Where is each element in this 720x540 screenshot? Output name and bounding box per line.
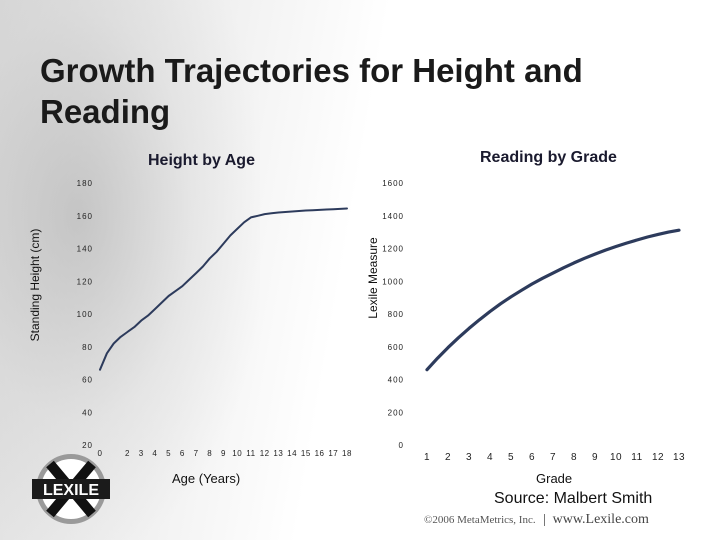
right-x-tick-label: 5 [508, 452, 514, 463]
right-y-tick-label: 0 [399, 441, 404, 450]
right-chart-title: Reading by Grade [480, 149, 617, 166]
lexile-logo: LEXILE [32, 454, 110, 524]
right-x-tick-label: 6 [529, 452, 535, 463]
left-x-tick-label: 6 [180, 449, 185, 458]
right-x-tick-label: 8 [571, 452, 577, 463]
slide-title: Growth Trajectories for Height and Readi… [40, 52, 583, 130]
left-x-tick-label: 17 [328, 449, 338, 458]
left-x-tick-label: 9 [221, 449, 226, 458]
left-x-tick-label: 5 [166, 449, 171, 458]
right-x-tick-label: 11 [631, 452, 642, 463]
left-x-tick-label: 0 [98, 449, 103, 458]
left-x-tick-label: 15 [301, 449, 311, 458]
right-x-tick-label: 4 [487, 452, 493, 463]
source-note: Source: Malbert Smith [494, 490, 653, 507]
left-y-tick-label: 60 [82, 376, 93, 385]
right-series-line [425, 228, 681, 372]
left-x-tick-label: 18 [342, 449, 352, 458]
left-y-tick-label: 180 [77, 179, 93, 188]
right-y-tick-label: 1200 [382, 245, 404, 254]
left-x-tick-label: 13 [273, 449, 283, 458]
right-y-tick-label: 400 [388, 376, 404, 385]
left-y-tick-label: 80 [82, 343, 93, 352]
right-y-tick-label: 1600 [382, 179, 404, 188]
right-x-tick-label: 1 [424, 452, 430, 463]
right-x-tick-label: 12 [652, 452, 664, 463]
right-x-tick-label: 13 [673, 452, 685, 463]
right-chart-x-axis-label: Grade [536, 471, 573, 486]
right-y-tick-label: 1000 [382, 277, 404, 286]
footer-site: www.Lexile.com [552, 512, 649, 527]
left-x-tick-label: 3 [139, 449, 144, 458]
right-y-tick-label: 1400 [382, 212, 404, 221]
left-x-tick-label: 12 [260, 449, 270, 458]
right-x-tick-label: 3 [466, 452, 472, 463]
right-y-tick-label: 600 [388, 343, 404, 352]
left-x-tick-label: 14 [287, 449, 297, 458]
right-x-tick-label: 2 [445, 452, 451, 463]
svg-text:LEXILE: LEXILE [43, 482, 99, 499]
left-x-tick-label: 10 [232, 449, 242, 458]
left-x-tick-label: 2 [125, 449, 130, 458]
left-chart-x-axis-label: Age (Years) [172, 471, 241, 486]
footer-copyright: ©2006 MetaMetrics, Inc. [424, 514, 536, 526]
left-x-tick-label: 8 [207, 449, 212, 458]
left-y-tick-label: 40 [82, 408, 93, 417]
left-y-tick-label: 120 [77, 277, 93, 286]
left-x-tick-label: 7 [194, 449, 199, 458]
right-y-tick-label: 800 [388, 310, 404, 319]
left-x-tick-label: 16 [315, 449, 325, 458]
footer-divider [543, 514, 545, 527]
left-series-line [99, 207, 348, 371]
left-x-tick-label: 11 [246, 449, 255, 458]
left-x-tick-label: 4 [152, 449, 157, 458]
left-y-tick-label: 100 [77, 310, 93, 319]
left-y-tick-label: 20 [82, 441, 93, 450]
left-y-tick-label: 160 [77, 212, 93, 221]
right-y-tick-label: 200 [388, 408, 404, 417]
right-x-tick-label: 10 [610, 452, 622, 463]
right-x-tick-label: 9 [592, 452, 598, 463]
footer: ©2006 MetaMetrics, Inc. www.Lexile.com [424, 512, 649, 528]
right-x-tick-label: 7 [550, 452, 556, 463]
left-y-tick-label: 140 [77, 245, 93, 254]
background-photo-shadow [0, 0, 260, 540]
left-chart-title: Height by Age [148, 152, 255, 169]
